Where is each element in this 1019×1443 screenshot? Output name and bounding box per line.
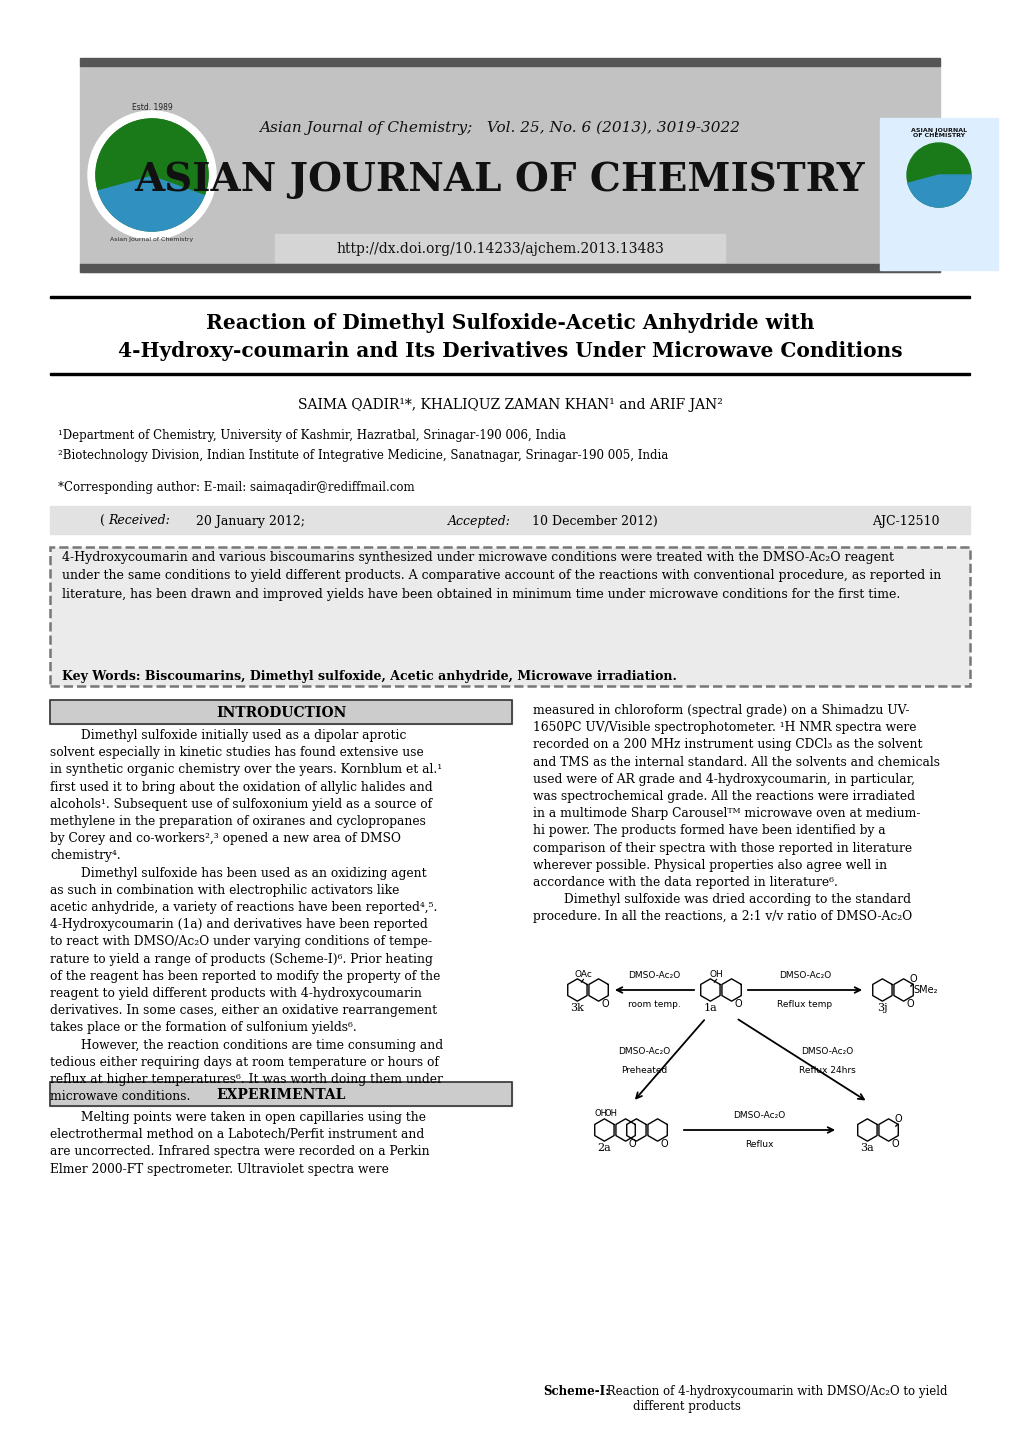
Wedge shape — [96, 118, 208, 195]
Text: SAIMA QADIR¹*, KHALIQUZ ZAMAN KHAN¹ and ARIF JAN²: SAIMA QADIR¹*, KHALIQUZ ZAMAN KHAN¹ and … — [298, 398, 721, 413]
Text: 1a: 1a — [703, 1003, 716, 1013]
Text: O: O — [660, 1140, 667, 1150]
Text: O: O — [628, 1140, 636, 1150]
Bar — [879, 118, 997, 270]
Text: Scheme-I:: Scheme-I: — [542, 1385, 609, 1398]
Text: 20 January 2012;: 20 January 2012; — [192, 515, 305, 528]
Text: Asian Journal of Chemistry;   Vol. 25, No. 6 (2013), 3019-3022: Asian Journal of Chemistry; Vol. 25, No.… — [259, 121, 740, 136]
Text: EXPERIMENTAL: EXPERIMENTAL — [216, 1088, 345, 1102]
Text: DMSO-Ac₂O: DMSO-Ac₂O — [779, 971, 830, 980]
Text: Reflux 24hrs: Reflux 24hrs — [798, 1066, 855, 1075]
Text: AJC-12510: AJC-12510 — [871, 515, 940, 528]
Text: Key Words: Biscoumarins, Dimethyl sulfoxide, Acetic anhydride, Microwave irradia: Key Words: Biscoumarins, Dimethyl sulfox… — [62, 670, 677, 683]
Text: 3k: 3k — [570, 1003, 584, 1013]
Text: OH: OH — [594, 1110, 607, 1118]
Text: DMSO-Ac₂O: DMSO-Ac₂O — [628, 971, 680, 980]
Text: Accepted:: Accepted: — [447, 515, 511, 528]
Bar — [79, 66, 940, 271]
Text: ¹Department of Chemistry, University of Kashmir, Hazratbal, Srinagar-190 006, In: ¹Department of Chemistry, University of … — [58, 429, 566, 442]
Text: 10 December 2012): 10 December 2012) — [528, 515, 657, 528]
Bar — [50, 700, 512, 724]
Bar — [79, 58, 940, 66]
Bar — [533, 938, 969, 1400]
Text: ASIAN JOURNAL OF CHEMISTRY: ASIAN JOURNAL OF CHEMISTRY — [135, 162, 864, 199]
Bar — [50, 700, 512, 724]
Text: INTRODUCTION: INTRODUCTION — [216, 706, 345, 720]
Text: DMSO-Ac₂O: DMSO-Ac₂O — [733, 1111, 785, 1120]
Text: DMSO-Ac₂O: DMSO-Ac₂O — [618, 1048, 669, 1056]
Text: DMSO-Ac₂O: DMSO-Ac₂O — [800, 1048, 852, 1056]
Circle shape — [96, 118, 208, 231]
Text: Dimethyl sulfoxide initially used as a dipolar aprotic
solvent especially in kin: Dimethyl sulfoxide initially used as a d… — [50, 729, 442, 1104]
Text: O: O — [734, 1000, 742, 1010]
Circle shape — [88, 111, 216, 240]
Bar — [50, 1082, 512, 1105]
Text: room temp.: room temp. — [628, 1000, 681, 1009]
Bar — [50, 296, 969, 299]
Text: OH: OH — [603, 1110, 616, 1118]
Text: 4-Hydroxycoumarin and various biscoumarins synthesized under microwave condition: 4-Hydroxycoumarin and various biscoumari… — [62, 551, 941, 600]
Text: ²Biotechnology Division, Indian Institute of Integrative Medicine, Sanatnagar, S: ²Biotechnology Division, Indian Institut… — [58, 449, 667, 462]
Text: Reflux temp: Reflux temp — [776, 1000, 832, 1009]
Text: ASIAN JOURNAL
OF CHEMISTRY: ASIAN JOURNAL OF CHEMISTRY — [910, 127, 966, 139]
Text: Estd. 1989: Estd. 1989 — [131, 104, 172, 113]
Text: 4-Hydroxy-coumarin and Its Derivatives Under Microwave Conditions: 4-Hydroxy-coumarin and Its Derivatives U… — [117, 341, 902, 361]
Text: measured in chloroform (spectral grade) on a Shimadzu UV-
1650PC UV/Visible spec: measured in chloroform (spectral grade) … — [533, 704, 940, 924]
Text: O: O — [601, 1000, 608, 1010]
Wedge shape — [907, 175, 970, 206]
Text: Asian Journal of Chemistry: Asian Journal of Chemistry — [110, 238, 194, 242]
Text: Reflux: Reflux — [745, 1140, 773, 1149]
Bar — [50, 372, 969, 375]
Text: (: ( — [100, 515, 105, 528]
Text: Received:: Received: — [108, 515, 170, 528]
Text: Melting points were taken in open capillaries using the
electrothermal method on: Melting points were taken in open capill… — [50, 1111, 429, 1176]
Text: Reaction of Dimethyl Sulfoxide-Acetic Anhydride with: Reaction of Dimethyl Sulfoxide-Acetic An… — [206, 313, 813, 333]
Text: 3a: 3a — [860, 1143, 873, 1153]
Bar — [79, 264, 940, 271]
Bar — [50, 506, 969, 534]
Circle shape — [906, 143, 970, 206]
Wedge shape — [98, 175, 205, 231]
Text: Reaction of 4-hydroxycoumarin with DMSO/Ac₂O to yield
        different products: Reaction of 4-hydroxycoumarin with DMSO/… — [602, 1385, 947, 1413]
Text: Preheated: Preheated — [621, 1066, 667, 1075]
Text: SMe₂: SMe₂ — [913, 986, 937, 996]
Text: 2a: 2a — [597, 1143, 610, 1153]
FancyBboxPatch shape — [50, 547, 969, 685]
Bar — [50, 1082, 512, 1105]
Text: OAc: OAc — [574, 970, 592, 978]
Text: OH: OH — [709, 970, 722, 978]
Text: O: O — [891, 1140, 898, 1150]
Text: *Corresponding author: E-mail: saimaqadir@rediffmail.com: *Corresponding author: E-mail: saimaqadi… — [58, 482, 414, 495]
Text: O: O — [906, 1000, 913, 1010]
Text: http://dx.doi.org/10.14233/ajchem.2013.13483: http://dx.doi.org/10.14233/ajchem.2013.1… — [335, 242, 663, 255]
Text: O: O — [908, 974, 916, 984]
Bar — [275, 234, 725, 263]
Text: 3j: 3j — [876, 1003, 887, 1013]
Text: O: O — [894, 1114, 901, 1124]
